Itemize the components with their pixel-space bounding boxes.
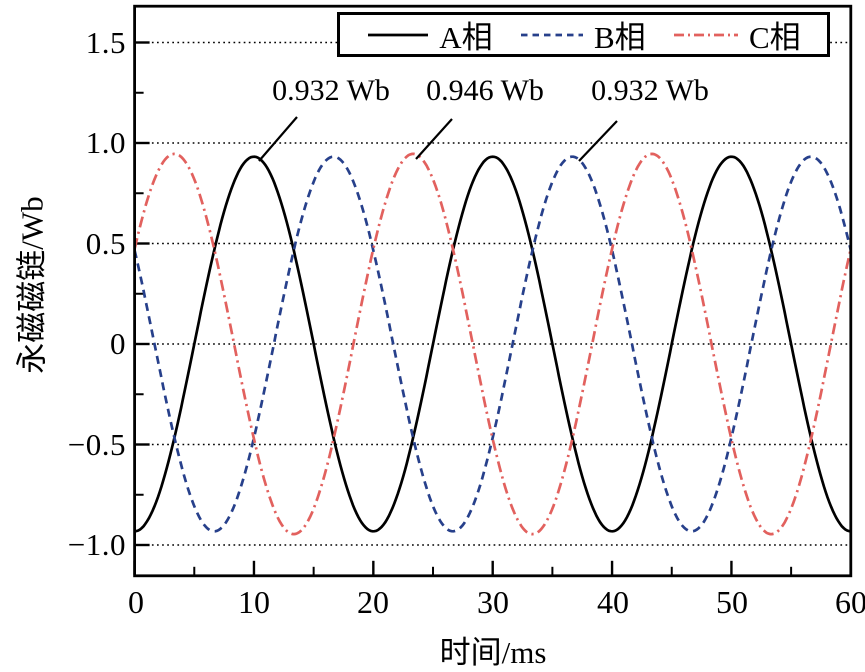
legend-item-c-phase: C相 xyxy=(672,12,801,57)
c-phase-line-sample-icon xyxy=(673,33,738,36)
x-axis-title: 时间/ms xyxy=(439,635,547,670)
y-tick-label: 1.5 xyxy=(85,24,126,60)
y-tick-label: 0 xyxy=(110,325,126,361)
b-phase-line-sample-icon xyxy=(520,33,583,36)
x-tick-label: 20 xyxy=(357,584,389,620)
legend-box: A相 B相 C相 xyxy=(337,12,830,57)
y-tick-label: 1.0 xyxy=(85,124,126,160)
plot-frame xyxy=(133,4,853,578)
peak-annotation-a: 0.932 Wb xyxy=(272,74,390,107)
x-tick-label: 30 xyxy=(477,584,509,620)
x-tick-label: 60 xyxy=(835,584,865,620)
legend-label-c-phase: C相 xyxy=(748,20,801,55)
legend-item-a-phase: A相 xyxy=(366,12,493,57)
x-tick-label: 10 xyxy=(238,584,270,620)
series-curve-c-phase xyxy=(135,152,850,536)
annotation-leader-line xyxy=(578,120,618,162)
y-tick-label: −0.5 xyxy=(67,426,126,462)
y-tick-label: −1.0 xyxy=(67,526,126,562)
series-curve-b-phase xyxy=(135,155,850,533)
legend-label-a-phase: A相 xyxy=(439,20,493,55)
y-axis-title: 永磁磁链/Wb xyxy=(14,196,50,374)
annotation-leader-line xyxy=(415,118,453,160)
annotation-leader-line xyxy=(258,116,298,162)
y-tick-label: 0.5 xyxy=(85,225,126,261)
a-phase-line-sample-icon xyxy=(368,33,429,36)
peak-annotation-c: 0.946 Wb xyxy=(426,74,544,107)
x-tick-label: 0 xyxy=(128,584,144,620)
x-tick-label: 40 xyxy=(597,584,629,620)
peak-annotation-b: 0.932 Wb xyxy=(591,74,709,107)
legend-item-b-phase: B相 xyxy=(519,12,646,57)
legend-label-b-phase: B相 xyxy=(593,20,646,55)
series-curve-a-phase xyxy=(135,155,850,533)
x-tick-label: 50 xyxy=(716,584,748,620)
